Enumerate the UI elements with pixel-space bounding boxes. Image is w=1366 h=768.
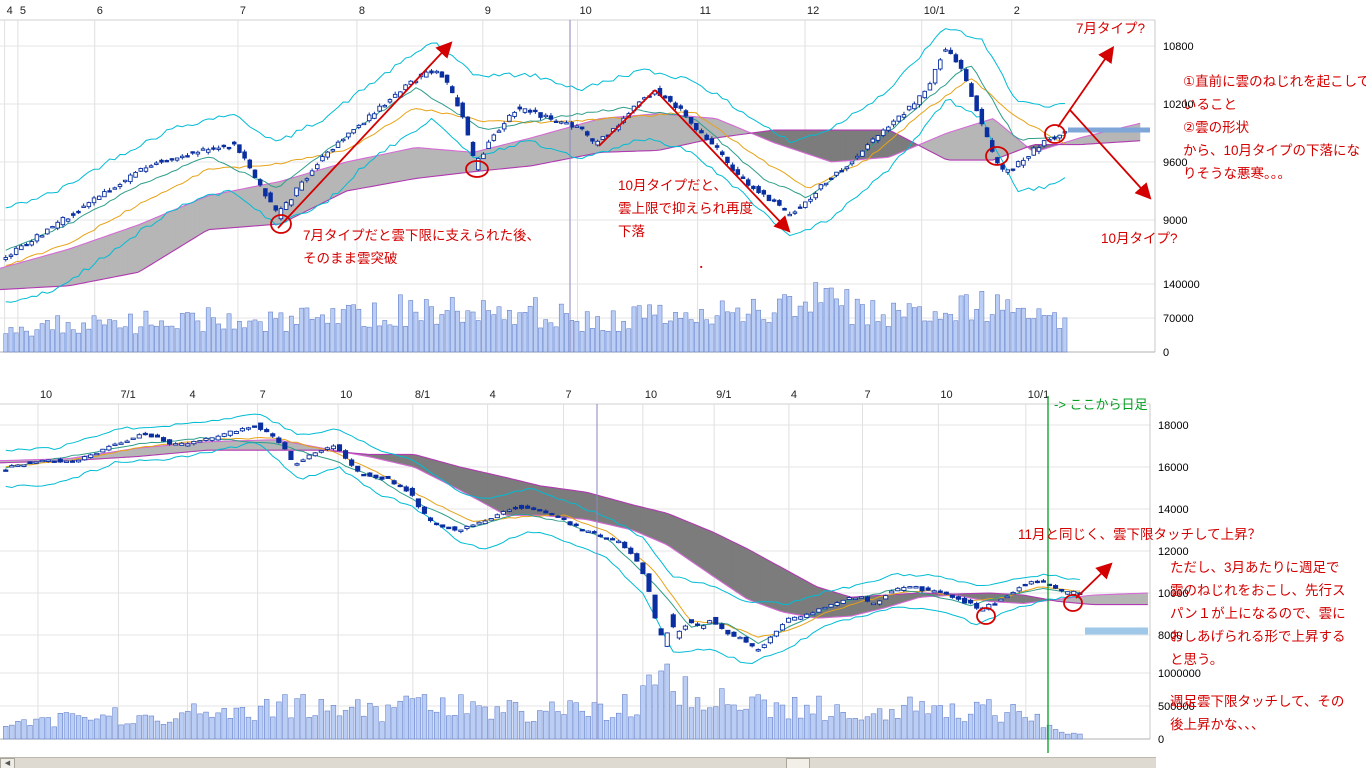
annotation-text: 雲上限で抑えられ再度 [618,201,753,216]
margin-note-line: と思う。 [1170,652,1224,667]
volume-axis-label: 0 [1163,347,1169,359]
x-axis-label: 8/1 [415,389,430,401]
x-axis-label: 9/1 [716,389,731,401]
annotation-arrow [1075,562,1113,599]
highlight-circle [465,160,489,178]
volume-axis-label: 140000 [1163,279,1200,291]
weekly-volume-bars [3,663,1083,740]
margin-note-line: ②雲の形状 [1183,120,1250,135]
price-axis-label: 10000 [1158,588,1189,600]
annotation-arrow [598,89,656,147]
margin-note-line: りそうな悪寒。。。 [1183,166,1291,181]
margin-note-line: から、10月タイプの下落にな [1183,143,1361,158]
margin-note-line: ただし、3月あたりに週足で [1170,560,1340,575]
margin-note-line: 週足雲下限タッチして、その [1170,694,1345,709]
volume-axis-label: 1000000 [1158,668,1201,680]
price-axis-label: 9600 [1163,157,1187,169]
x-axis-label: 2 [1014,5,1020,17]
annotation-text: 7月タイプ? [1076,21,1145,36]
volume-axis-label: 0 [1158,734,1164,746]
x-axis-label: 10 [340,389,352,401]
weekly-tenkan-line [5,437,1080,644]
x-axis-label: 10/1 [924,5,945,17]
x-axis-label: 12 [807,5,819,17]
scroll-left-button[interactable]: ◀ [0,758,15,768]
x-axis-label: 7 [240,5,246,17]
annotation-arrow [277,41,453,229]
margin-note-line: 雲のねじれをおこし、先行ス [1170,583,1346,598]
price-axis-label: 10800 [1163,41,1194,53]
weekly-ichimoku-cloud [0,439,1148,619]
highlight-circle [976,607,996,625]
price-axis-label: 16000 [1158,462,1189,474]
highlight-circle [1063,594,1083,612]
daily-start-label: -> ここから日足 [1054,397,1148,412]
daily-volume-bars [3,282,1068,353]
x-axis-label: 10 [940,389,952,401]
x-axis-label: 4 [490,389,496,401]
price-axis-label: 9000 [1163,215,1187,227]
x-axis-label: 7 [260,389,266,401]
weekly-envelope-upper [5,413,1080,605]
x-axis-label: 4 [791,389,797,401]
x-axis-label: 9 [485,5,491,17]
senkou-span-a [0,439,1148,619]
margin-note-weekly-forecast: ただし、3月あたりに週足で 雲のねじれをおこし、先行ス パン１が上になるので、雲にお… [1170,556,1346,671]
margin-note-line: ①直前に雲のねじれを起こして [1183,74,1366,89]
annotation-arrow [1057,46,1115,128]
x-axis-label: 11 [700,5,711,17]
annotation-text: 10月タイプ? [1101,231,1178,246]
margin-note-line: おしあげられる形で上昇する [1170,629,1346,644]
annotation-text: そのまま雲突破 [303,251,398,266]
price-axis-label: 18000 [1158,420,1189,432]
weekly-envelope-lower [5,442,1081,664]
margin-note-line: パン１が上になるので、雲に [1170,606,1346,621]
highlight-circle [270,214,292,234]
x-axis-label: 10 [645,389,657,401]
scrollbar-thumb[interactable] [786,758,810,768]
highlight-circle [985,146,1009,166]
price-axis-label: 12000 [1158,546,1189,558]
margin-note-line: 後上昇かな、、、 [1170,717,1265,732]
margin-note-line: いること [1183,97,1237,112]
daily-candlesticks [3,47,1068,262]
x-axis-label: 8 [359,5,365,17]
x-axis-label: 10 [40,389,52,401]
x-axis-label: 6 [97,5,103,17]
volume-axis-label: 500000 [1158,701,1195,713]
x-axis-label: 4 [7,5,13,17]
x-axis-label: 7 [865,389,871,401]
annotation-text: ． [698,256,712,271]
x-axis-label: 4 [189,389,195,401]
price-axis-label: 10200 [1163,99,1194,111]
senkou-span-b [0,449,1148,606]
volume-axis-label: 70000 [1163,313,1194,325]
highlight-circle [1044,124,1066,144]
x-axis-label: 7 [566,389,572,401]
x-axis-label: 5 [20,5,26,17]
horizontal-scrollbar[interactable]: ◀ [0,757,1156,768]
x-axis-label: 7/1 [120,389,135,401]
x-axis-label: 10/1 [1028,389,1049,401]
margin-note-cloud-analysis: ①直前に雲のねじれを起こして いること ②雲の形状から、10月タイプの下落にな りそう… [1183,70,1366,185]
x-axis-label: 10 [580,5,592,17]
weekly-candlesticks [3,422,1083,652]
annotation-arrow [654,89,791,233]
annotation-text: 10月タイプだと、 [618,178,727,193]
daily-envelope-lower [5,98,1066,303]
price-axis-label: 8000 [1158,630,1182,642]
price-axis-label: 14000 [1158,504,1189,516]
weekly-kijun-line [5,436,1080,638]
daily-envelope-upper [5,28,1065,209]
daily-chart[interactable]: 4 5 6 7 8 9 10 11 12 10/1 2 10800 10200 9600 9000 14000… [0,0,1366,372]
margin-note-conclusion: 週足雲下限タッチして、その 後上昇かな、、、 [1170,690,1344,736]
annotation-text: 7月タイプだと雲下限に支えられた後、 [303,228,540,243]
annotation-arrow [1069,109,1152,200]
annotation-text: 11月と同じく、雲下限タッチして上昇？ [1018,527,1261,542]
annotation-text: 下落 [618,224,646,239]
weekly-chart[interactable]: 10 7/1 4 7 10 8/1 4 7 10 9/1 4 7 10 10/1 18000 16000 140… [0,388,1366,756]
